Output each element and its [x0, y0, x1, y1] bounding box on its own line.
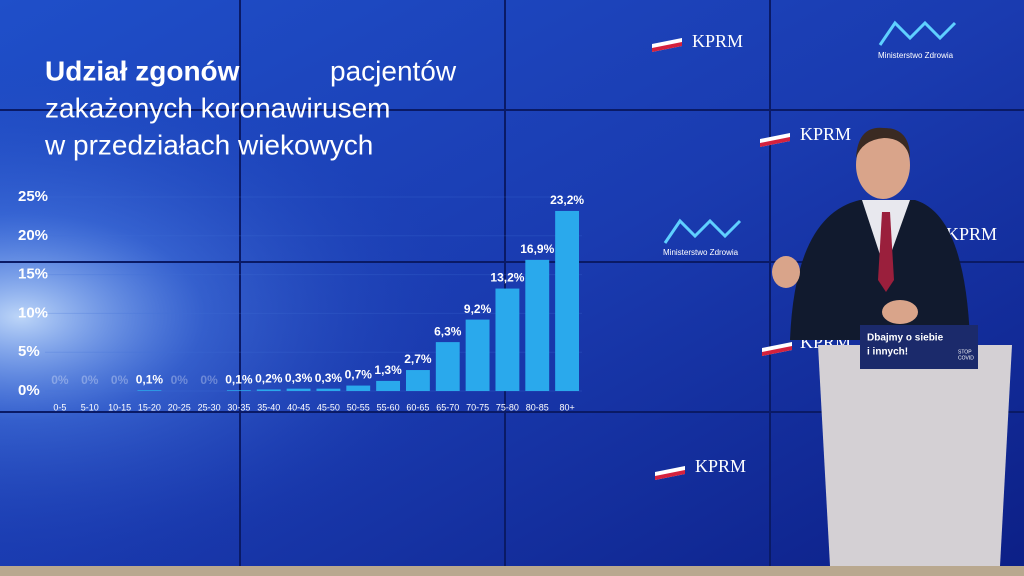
flag — [762, 346, 792, 356]
speaker — [772, 127, 970, 340]
y-tick-label: 5% — [18, 343, 40, 360]
mz-mark — [663, 218, 742, 244]
value-label: 2,7% — [404, 352, 432, 366]
hair — [856, 127, 910, 158]
podium-slogan: Dbajmy o siebie — [867, 333, 944, 344]
x-tick-label: 30-35 — [227, 402, 250, 412]
chart: 0% 5% 10% 15% 20% 25% 0-5 0% 5-10 0% 10-15 0% 15-20 0… — [18, 188, 584, 412]
podium: Dbajmy o siebie i innych! STOP COVID — [818, 325, 1012, 566]
bar — [316, 388, 341, 391]
value-label: 1,3% — [374, 363, 402, 377]
kprm-logo: KPRM — [800, 124, 851, 144]
bar — [137, 390, 162, 391]
flag — [652, 42, 682, 52]
bar — [286, 388, 311, 391]
x-tick-label: 25-30 — [198, 402, 221, 412]
x-tick-label: 10-15 — [108, 402, 131, 412]
podium-slogan: i innych! — [867, 347, 908, 358]
x-tick-label: 60-65 — [406, 402, 429, 412]
x-tick-label: 15-20 — [138, 402, 161, 412]
y-tick-label: 25% — [18, 188, 48, 205]
x-tick-label: 80-85 — [526, 402, 549, 412]
value-label: 0,1% — [136, 372, 164, 386]
value-label: 0% — [81, 373, 99, 387]
bar — [376, 380, 401, 391]
head — [856, 131, 910, 199]
title-bold: Udział zgonów — [45, 55, 240, 86]
bar — [256, 389, 281, 391]
lectern — [818, 345, 1012, 566]
value-label: 0% — [51, 373, 69, 387]
value-label: 0% — [200, 373, 218, 387]
kprm-logo: KPRM — [946, 224, 997, 244]
x-tick-label: 5-10 — [81, 402, 99, 412]
value-label: 23,2% — [550, 193, 584, 207]
bar — [405, 370, 430, 391]
x-tick-label: 50-55 — [347, 402, 370, 412]
podium-sign — [860, 325, 978, 369]
hand — [882, 300, 918, 324]
value-label: 0,3% — [285, 371, 313, 385]
y-tick-label: 20% — [18, 227, 48, 244]
title-line: w przedziałach wiekowych — [44, 129, 373, 160]
value-label: 0% — [111, 373, 129, 387]
x-tick-label: 20-25 — [168, 402, 191, 412]
x-tick-label: 80+ — [559, 402, 574, 412]
floor — [0, 566, 1024, 576]
podium-badge: COVID — [958, 355, 974, 361]
value-label: 0,3% — [315, 371, 343, 385]
flag — [760, 137, 790, 147]
hand — [772, 256, 800, 288]
x-tick-label: 70-75 — [466, 402, 489, 412]
mz-logo: Ministerstwo Zdrowia — [878, 51, 954, 60]
value-label: 13,2% — [490, 271, 524, 285]
value-label: 0,7% — [345, 368, 373, 382]
bar — [226, 390, 251, 391]
podium-badge: STOP — [958, 349, 972, 355]
kprm-logo: KPRM — [695, 456, 746, 476]
bar — [495, 288, 520, 391]
kprm-logo: KPRM — [692, 31, 743, 51]
x-tick-label: 75-80 — [496, 402, 519, 412]
mz-mark — [878, 20, 957, 46]
x-tick-label: 0-5 — [53, 402, 66, 412]
bar — [555, 210, 580, 391]
bar — [525, 259, 550, 391]
value-label: 16,9% — [520, 242, 554, 256]
value-label: 0,2% — [255, 372, 283, 386]
tie — [878, 212, 894, 292]
title-line: zakażonych koronawirusem — [45, 92, 391, 123]
x-tick-label: 45-50 — [317, 402, 340, 412]
x-tick-label: 65-70 — [436, 402, 459, 412]
value-label: 9,2% — [464, 302, 492, 316]
value-label: 0% — [171, 373, 189, 387]
value-label: 6,3% — [434, 324, 462, 338]
bar — [346, 385, 371, 391]
value-label: 0,1% — [225, 372, 253, 386]
x-tick-label: 55-60 — [377, 402, 400, 412]
mz-logo: Ministerstwo Zdrowia — [663, 248, 739, 257]
y-tick-label: 10% — [18, 304, 48, 321]
y-tick-label: 0% — [18, 382, 40, 399]
title-line: pacjentów — [330, 55, 457, 86]
flag — [655, 470, 685, 480]
x-tick-label: 35-40 — [257, 402, 280, 412]
x-tick-label: 40-45 — [287, 402, 310, 412]
y-tick-label: 15% — [18, 266, 48, 283]
bar — [465, 319, 490, 391]
bar — [435, 342, 460, 391]
